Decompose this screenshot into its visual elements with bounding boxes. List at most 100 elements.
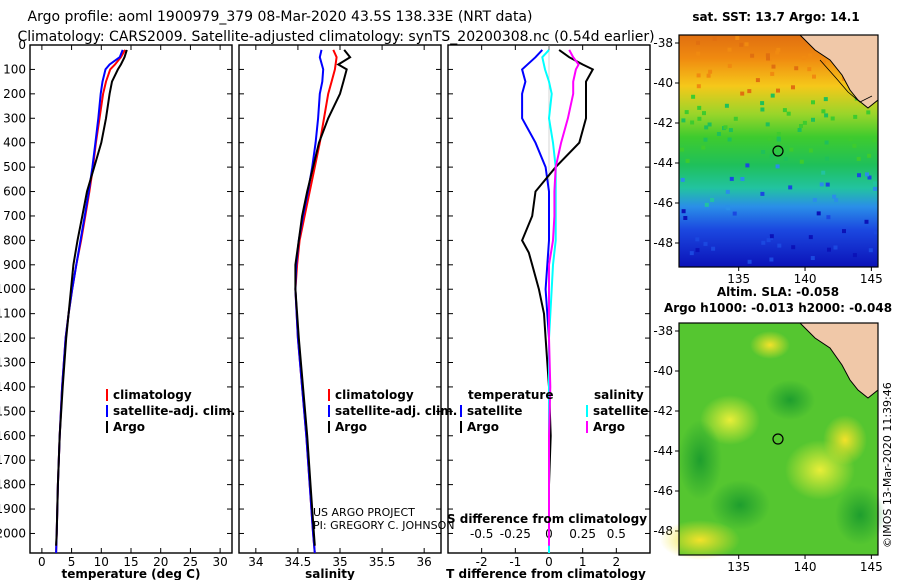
sst-speckle-cell — [727, 47, 732, 52]
sst-speckle-cell — [732, 211, 737, 216]
sst-speckle-cell — [789, 147, 794, 152]
map-y-tick-label: -42 — [653, 404, 673, 418]
depth-tick-label: 300 — [3, 111, 26, 125]
depth-tick-label: 2000 — [0, 526, 26, 540]
series-line-argo — [294, 49, 352, 546]
sst-speckle-cell — [824, 156, 829, 161]
sst-speckle-cell — [703, 241, 708, 246]
sst-speckle-cell — [680, 147, 684, 152]
sst-speckle-cell — [690, 120, 695, 125]
sst-speckle-cell — [866, 110, 871, 115]
series-line-satellite-adj-clim- — [55, 49, 124, 553]
sst-speckle-cell — [808, 235, 813, 240]
map-y-tick-label: -40 — [653, 76, 673, 90]
depth-tick-label: 100 — [3, 62, 26, 76]
sla-map — [660, 322, 885, 560]
sst-speckle-cell — [696, 40, 700, 45]
depth-tick-label: 600 — [3, 185, 26, 199]
sst-speckle-cell — [821, 109, 826, 114]
sst-speckle-cell — [799, 124, 803, 128]
sst-speckle-cell — [830, 116, 835, 121]
x-tick-label: 0 — [545, 555, 553, 569]
sst-speckle-cell — [821, 170, 826, 175]
sst-speckle-cell — [710, 197, 715, 202]
sst-speckle-cell — [834, 198, 839, 203]
sst-speckle-cell — [770, 93, 775, 98]
map-y-tick-label: -42 — [653, 116, 673, 130]
sst-speckle-cell — [760, 107, 765, 112]
sst-map-frame — [678, 34, 879, 268]
sst-speckle-cell — [691, 94, 696, 99]
depth-tick-label: 900 — [3, 258, 26, 272]
depth-tick-label: 1600 — [0, 429, 26, 443]
sst-float-position-marker — [772, 145, 784, 157]
sst-speckle-cell — [770, 71, 775, 76]
map-y-tick-label: -46 — [653, 196, 673, 210]
sst-speckle-cell — [786, 111, 791, 116]
sst-speckle-cell — [725, 189, 730, 194]
legend-label: Argo — [467, 420, 499, 434]
sst-speckle-cell — [856, 156, 861, 161]
sst-speckle-cell — [874, 230, 878, 235]
depth-tick-label: 500 — [3, 160, 26, 174]
sst-speckle-cell — [745, 163, 750, 168]
sst-speckle-cell — [712, 36, 717, 41]
sst-speckle-cell — [769, 234, 774, 239]
sst-speckle-cell — [852, 143, 857, 148]
sst-speckle-cell — [695, 248, 700, 253]
sst-speckle-cell — [703, 137, 708, 142]
sst-speckle-cell — [755, 78, 760, 83]
x-tick-label: 15 — [123, 555, 138, 569]
sst-speckle-cell — [701, 145, 706, 150]
depth-tick-label: 1200 — [0, 331, 26, 345]
sst-speckle-cell — [833, 245, 838, 250]
sst-speckle-cell — [685, 158, 690, 163]
map-x-tick-label: 140 — [794, 272, 817, 286]
sst-speckle-cell — [697, 105, 702, 110]
depth-tick-label: 1800 — [0, 478, 26, 492]
depth-tick-label: 1500 — [0, 404, 26, 418]
sst-speckle-cell — [702, 111, 706, 116]
depth-tick-label: 1300 — [0, 356, 26, 370]
sst-coastline-detail — [819, 59, 873, 103]
difference-legend: temperature salinity satellite Argo sate… — [460, 388, 648, 434]
legend-label: satellite — [593, 404, 648, 418]
series-line-salinity-argo — [548, 49, 580, 546]
sst-speckle-cell — [810, 256, 815, 260]
sst-speckle-cell — [728, 128, 733, 133]
sst-speckle-cell — [816, 211, 821, 216]
sst-speckle-cell — [788, 185, 793, 190]
sst-speckle-cell — [681, 209, 686, 214]
x-tick-label: 34.5 — [285, 555, 312, 569]
x-tick-label: 20 — [153, 555, 168, 569]
sst-speckle-cell — [769, 154, 774, 159]
sst-speckle-cell — [760, 191, 765, 196]
sst-speckle-cell — [771, 64, 776, 69]
temperature-panel-frame — [29, 44, 233, 554]
sst-speckle-cell — [750, 53, 755, 58]
sst-speckle-cell — [776, 132, 781, 136]
map-y-tick-label: -40 — [653, 364, 673, 378]
series-line-temperature-argo — [520, 49, 595, 546]
x-tick-label: 0 — [38, 555, 46, 569]
axis-ticks: 0100200300400500600700800900100011001200… — [0, 36, 883, 574]
salinity-panel-frame — [238, 44, 442, 554]
map-x-tick-label: 145 — [860, 560, 883, 574]
sst-speckle-cell — [801, 55, 806, 60]
depth-tick-label: 200 — [3, 87, 26, 101]
sst-speckle-cell — [716, 132, 721, 136]
x-tick-label: 25 — [183, 555, 198, 569]
sst-speckle-cell — [760, 101, 765, 106]
sla-map-title-1: Altim. SLA: -0.058 — [717, 285, 839, 299]
sst-speckle-cell — [777, 243, 782, 248]
legend-label: satellite — [467, 404, 522, 418]
sst-speckle-cell — [725, 205, 730, 210]
salinity-legend: climatology satellite-adj. clim. Argo — [328, 388, 457, 434]
sst-speckle-cell — [683, 216, 688, 220]
depth-tick-label: 0 — [18, 38, 26, 52]
series-line-climatology — [294, 49, 338, 553]
legend-header-temperature: temperature — [468, 388, 553, 402]
legend-label: Argo — [335, 420, 367, 434]
sst-speckle-cell — [782, 108, 787, 113]
sst-speckle-cell — [823, 97, 828, 102]
